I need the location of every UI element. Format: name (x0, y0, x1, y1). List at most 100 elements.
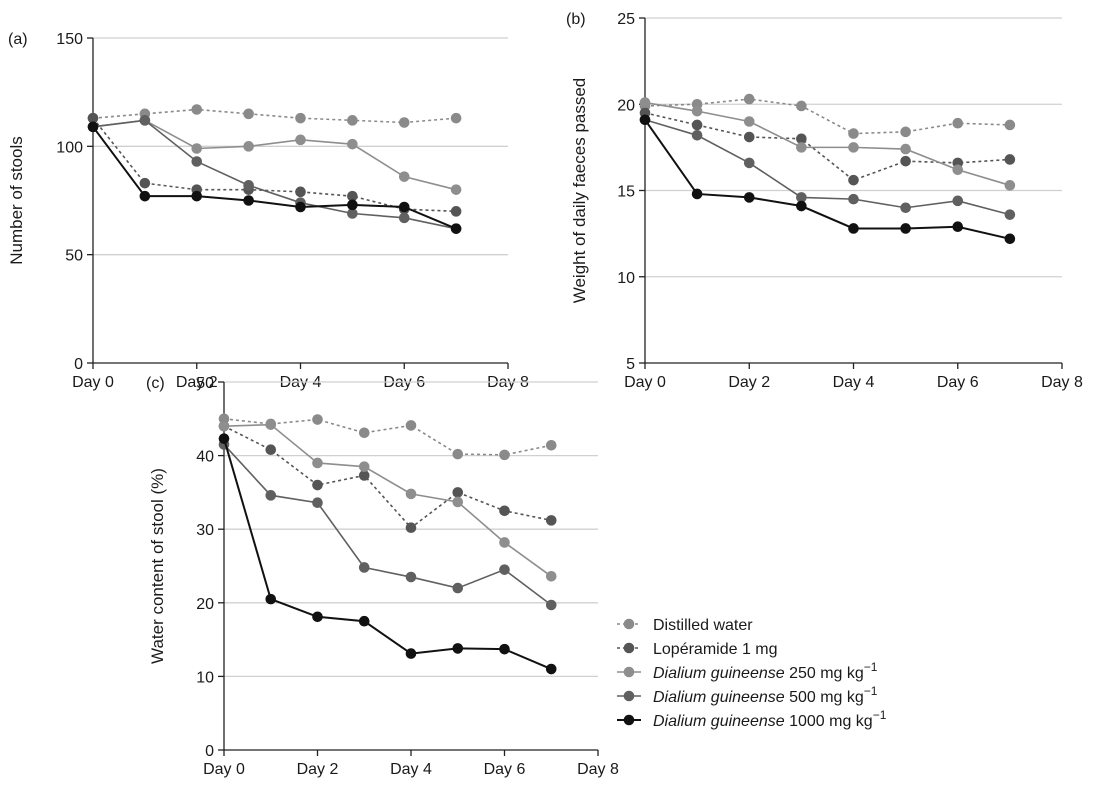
x-tick-label: Day 2 (176, 374, 218, 391)
series-line (92, 117, 457, 213)
data-point (347, 208, 358, 219)
y-tick-label: 20 (196, 596, 214, 613)
data-point (743, 192, 755, 203)
data-point (450, 206, 462, 217)
data-point (87, 112, 99, 124)
data-point (139, 190, 151, 202)
data-point (848, 174, 859, 186)
legend-marker (623, 714, 635, 726)
series-line (644, 98, 1010, 135)
data-point (1004, 119, 1016, 131)
data-point (545, 515, 557, 526)
data-point (405, 522, 417, 534)
y-tick-label: 25 (617, 11, 635, 28)
y-tick-label: 20 (617, 97, 635, 114)
data-point (405, 420, 417, 431)
data-point (1004, 154, 1016, 165)
y-tick-label: 150 (56, 31, 83, 48)
x-tick-label: Day 6 (937, 374, 979, 391)
data-point (952, 164, 964, 176)
data-point (295, 134, 306, 146)
data-point (452, 582, 464, 594)
legend-label: Distilled water (653, 617, 753, 634)
data-point (405, 488, 417, 500)
series-line (223, 444, 552, 606)
x-tick-label: Day 4 (390, 761, 432, 778)
series-line (644, 101, 1011, 187)
legend-label: Dialium guineense 1000 mg kg−1 (653, 708, 887, 730)
data-point (358, 562, 370, 573)
y-tick-label: 5 (626, 356, 635, 373)
legend-label: Lopéramide 1 mg (653, 641, 778, 658)
legend-label: Dialium guineense 250 mg kg−1 (653, 660, 878, 682)
panel-b: 5 10 15 20 25 Day 0 Day 2 Day 4 Day 6 Day 8 (b) Wei… (566, 11, 1083, 391)
data-point (639, 114, 651, 126)
data-point (545, 663, 557, 675)
data-point (691, 188, 703, 200)
data-point (691, 130, 703, 141)
data-point (450, 223, 462, 234)
x-tick-label: Day 6 (484, 761, 526, 778)
y-tick-label: 0 (205, 743, 214, 760)
data-point (900, 126, 911, 138)
data-point (900, 202, 911, 214)
data-point (743, 131, 755, 143)
series-line (223, 418, 552, 456)
data-point (952, 195, 964, 207)
data-point (743, 93, 755, 105)
data-point (295, 112, 306, 124)
x-tick-label: Day 4 (833, 374, 875, 391)
data-point (398, 212, 410, 224)
data-point (452, 496, 464, 508)
data-point (796, 192, 807, 203)
y-axis-label: Number of stools (7, 136, 26, 265)
data-point (218, 420, 230, 432)
data-point (952, 221, 964, 233)
y-axis-label: Water content of stool (%) (148, 468, 167, 664)
y-tick-label: 10 (617, 270, 635, 287)
series-line (92, 119, 457, 230)
data-point (139, 177, 151, 189)
data-point (691, 119, 703, 131)
data-point (545, 599, 557, 611)
data-point (1004, 180, 1016, 191)
data-point (900, 155, 911, 167)
data-point (312, 457, 323, 469)
data-point (347, 199, 358, 211)
data-point (848, 223, 859, 234)
data-point (545, 571, 557, 582)
data-point (952, 117, 964, 129)
x-tick-label: Day 0 (203, 761, 245, 778)
x-tick-label: Day 8 (1041, 374, 1083, 391)
data-point (265, 490, 277, 501)
data-point (265, 444, 277, 456)
legend-label: Dialium guineense 500 mg kg−1 (653, 684, 878, 706)
data-point (452, 643, 464, 654)
series-line (92, 108, 457, 124)
data-point (358, 461, 370, 472)
panel-label: (c) (146, 375, 165, 392)
data-point (398, 171, 410, 182)
data-point (243, 180, 254, 191)
data-point (243, 141, 254, 152)
data-point (796, 100, 807, 112)
data-point (191, 104, 203, 115)
data-point (139, 115, 151, 126)
y-tick-label: 40 (196, 449, 214, 466)
data-point (191, 156, 203, 167)
data-point (499, 505, 510, 517)
data-point (312, 611, 323, 623)
data-point (848, 142, 859, 153)
data-point (218, 413, 230, 425)
data-point (312, 414, 323, 425)
series-line (644, 112, 1010, 182)
data-point (347, 190, 358, 202)
data-point (265, 419, 277, 430)
data-point (900, 143, 911, 155)
data-point (312, 497, 323, 509)
data-point (295, 186, 306, 198)
data-point (243, 108, 254, 120)
data-point (191, 143, 203, 154)
x-tick-label: Day 8 (577, 761, 619, 778)
data-point (265, 593, 277, 605)
